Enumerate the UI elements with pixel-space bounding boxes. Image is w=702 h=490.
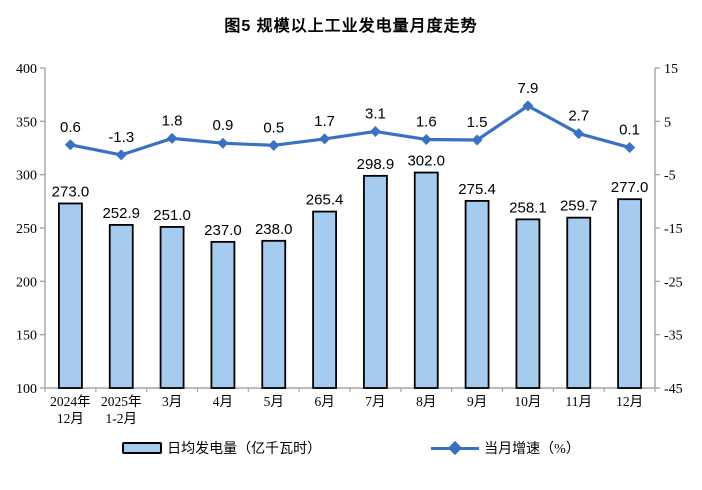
- bar-series-swatch-icon: [122, 442, 163, 454]
- bar-3: [159, 226, 185, 389]
- line-data-label: 1.7: [314, 113, 335, 130]
- x-axis-category-label: 8月: [416, 394, 436, 409]
- bar-4: [210, 240, 236, 389]
- line-data-label: 0.1: [619, 121, 640, 138]
- bar-data-label: 252.9: [102, 205, 140, 222]
- bar-5: [261, 239, 287, 389]
- line-data-label: 1.5: [467, 114, 488, 131]
- line-data-label: 3.1: [365, 105, 386, 122]
- line-marker-diamond-icon: [64, 139, 76, 151]
- bar-data-label: 238.0: [255, 221, 293, 238]
- line-data-label: 0.5: [263, 119, 284, 136]
- line-marker-diamond-icon: [522, 100, 534, 112]
- line-data-label: -1.3: [108, 129, 134, 146]
- line-marker-diamond-icon: [319, 133, 331, 145]
- bar-data-label: 302.0: [407, 153, 445, 170]
- x-axis-category-label: 5月: [264, 394, 284, 409]
- line-marker-diamond-icon: [420, 133, 432, 145]
- legend-item-bar-series: 日均发电量（亿千瓦时）: [122, 438, 321, 458]
- bar-1: [58, 202, 83, 389]
- right-axis-tick-label: -15: [664, 222, 683, 237]
- bar-7: [363, 174, 388, 389]
- x-axis-category-label: 1-2月: [106, 411, 138, 426]
- bar-11: [566, 216, 592, 389]
- x-axis-category-label: 7月: [365, 394, 385, 409]
- x-axis-category-label: 3月: [162, 394, 182, 409]
- left-axis-tick-label: 300: [16, 169, 37, 184]
- left-axis-tick-label: 100: [16, 382, 37, 397]
- x-axis-category-label: 6月: [314, 394, 334, 409]
- legend-line-label: 当月增速（%）: [484, 442, 580, 457]
- right-axis-tick-label: -35: [664, 329, 683, 344]
- right-axis-tick-label: -45: [664, 382, 683, 397]
- left-axis-tick-label: 200: [16, 275, 37, 290]
- line-marker-diamond-icon: [369, 125, 381, 137]
- line-marker-diamond-icon: [573, 128, 585, 140]
- bar-6: [312, 210, 337, 389]
- left-axis-tick-label: 250: [16, 222, 37, 237]
- right-axis-tick-label: 5: [664, 115, 671, 130]
- legend-bar-label: 日均发电量（亿千瓦时）: [167, 442, 322, 457]
- left-axis-tick-label: 150: [16, 329, 37, 344]
- bar-data-label: 273.0: [52, 183, 90, 200]
- bar-2: [108, 224, 134, 389]
- legend-item-line-series: 当月增速（%）: [431, 438, 580, 458]
- x-axis-category-label: 12月: [57, 411, 84, 426]
- bar-data-label: 298.9: [357, 156, 395, 173]
- x-axis-category-label: 2024年: [50, 394, 91, 409]
- line-data-label: 1.6: [416, 113, 437, 130]
- chart-title: 图5 规模以上工业发电量月度走势: [224, 18, 478, 35]
- line-marker-diamond-icon: [268, 139, 280, 151]
- x-axis-category-label: 9月: [467, 394, 487, 409]
- x-axis-category-label: 12月: [616, 394, 643, 409]
- bar-data-label: 251.0: [153, 207, 191, 224]
- bar-data-label: 277.0: [611, 179, 649, 196]
- chart-legend: 日均发电量（亿千瓦时） 当月增速（%）: [0, 438, 702, 458]
- bar-10: [515, 218, 541, 389]
- right-axis-tick-label: -25: [664, 275, 683, 290]
- bar-data-label: 275.4: [458, 181, 496, 198]
- bar-12: [617, 198, 642, 389]
- line-marker-diamond-icon: [624, 141, 636, 153]
- bar-data-label: 237.0: [204, 222, 242, 239]
- bar-9: [464, 200, 490, 389]
- right-axis-tick-label: 15: [664, 62, 678, 77]
- line-marker-diamond-icon: [471, 134, 483, 146]
- right-axis-tick-label: -5: [664, 169, 676, 184]
- bar-data-label: 265.4: [306, 192, 344, 209]
- line-data-label: 1.8: [162, 112, 183, 129]
- bar-data-label: 259.7: [560, 198, 598, 215]
- x-axis-category-label: 2025年: [101, 394, 142, 409]
- bar-data-label: 258.1: [509, 199, 547, 216]
- left-axis-tick-label: 400: [16, 62, 37, 77]
- bar-8: [413, 171, 439, 389]
- line-data-label: 2.7: [568, 108, 589, 125]
- line-data-label: 0.6: [60, 119, 81, 136]
- line-marker-diamond-icon: [115, 149, 127, 161]
- left-axis-tick-label: 350: [16, 115, 37, 130]
- line-series-swatch-icon: [431, 440, 480, 456]
- line-marker-diamond-icon: [217, 137, 229, 149]
- line-data-label: 0.9: [212, 117, 233, 134]
- x-axis-category-label: 10月: [514, 394, 541, 409]
- line-marker-diamond-icon: [166, 132, 178, 144]
- x-axis-category-label: 11月: [566, 394, 593, 409]
- x-axis-category-label: 4月: [213, 394, 233, 409]
- growth-line: [70, 104, 631, 157]
- line-data-label: 7.9: [517, 80, 538, 97]
